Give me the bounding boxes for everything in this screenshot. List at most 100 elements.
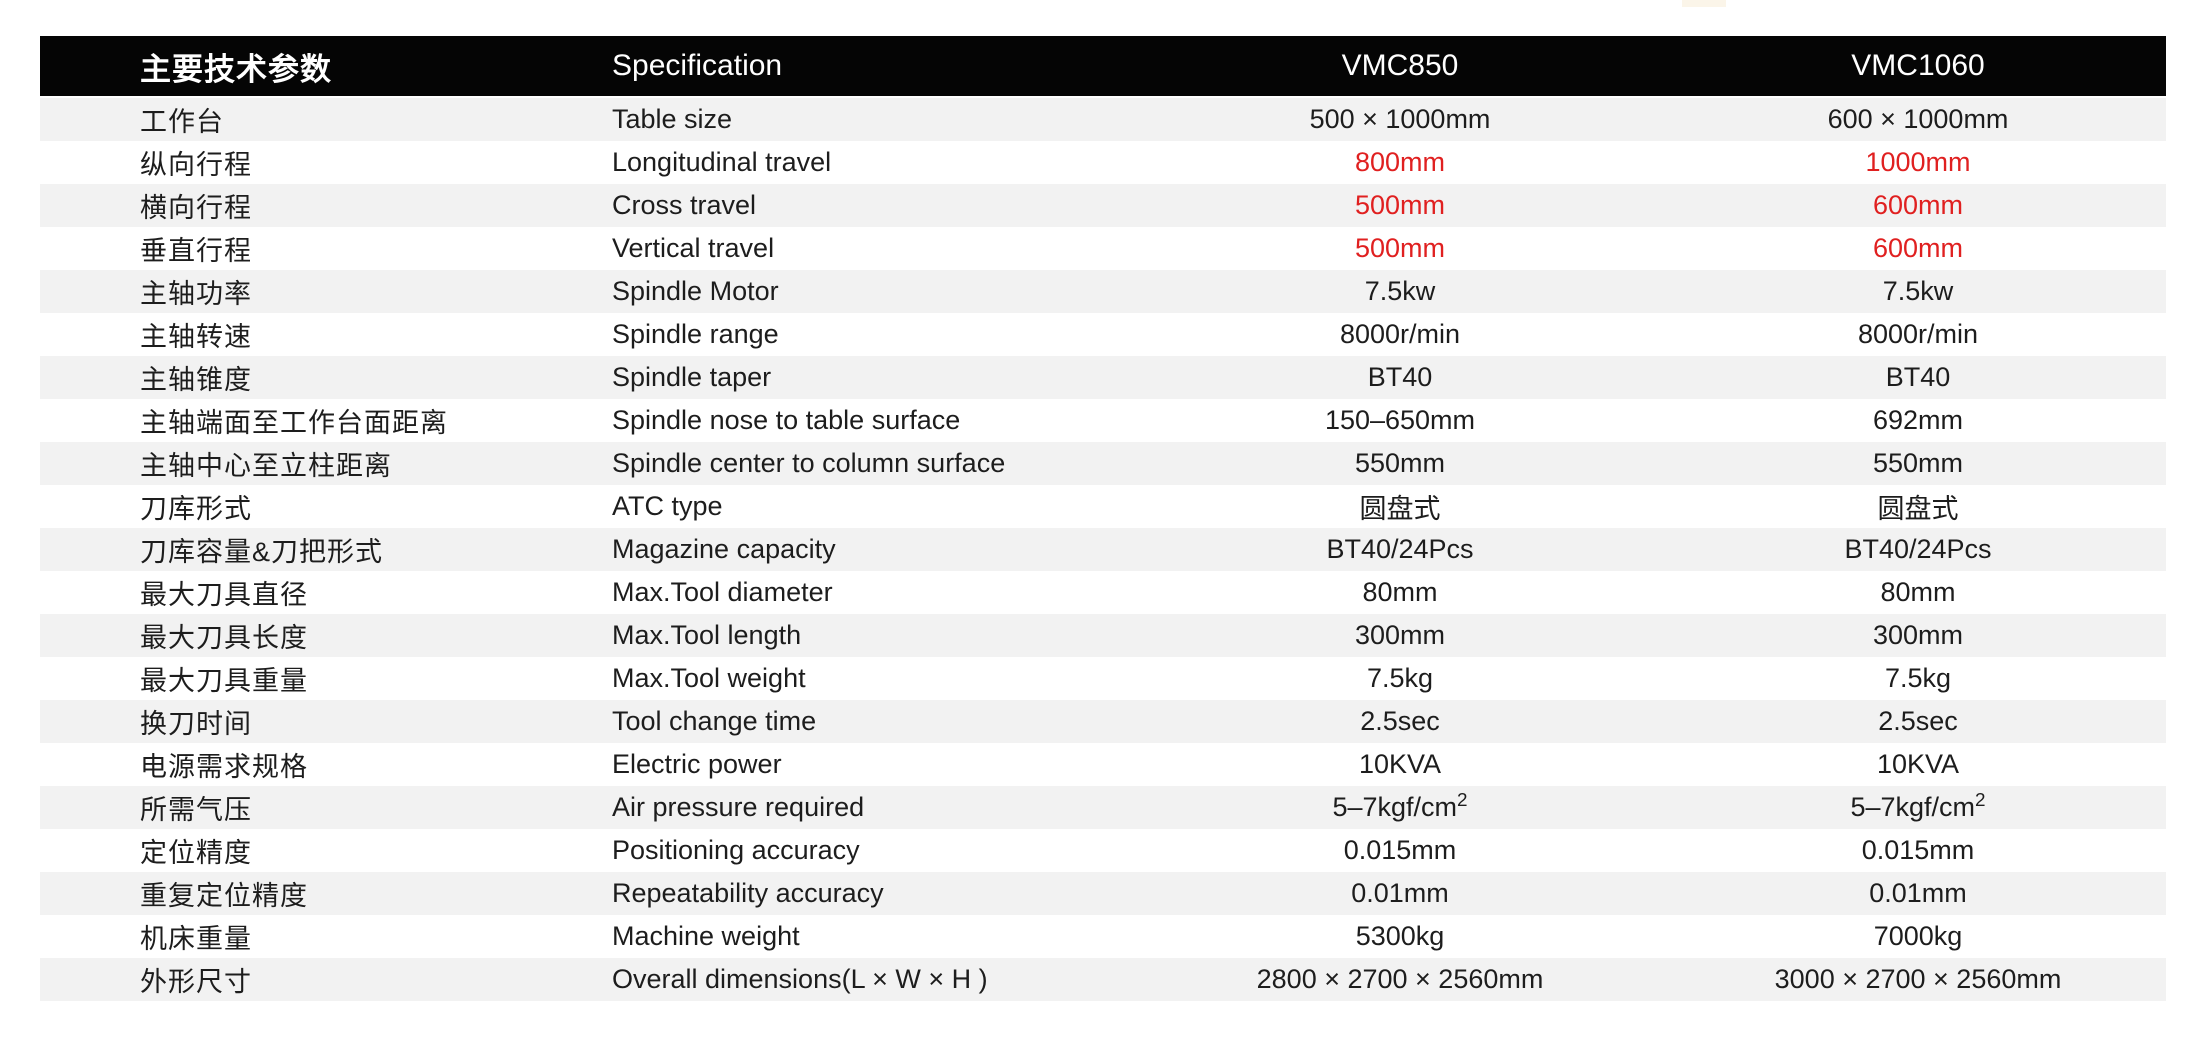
spec-table-body: 工作台 Table size 500 × 1000mm 600 × 1000mm 纵向行…: [40, 97, 2166, 1001]
vmc850-value: 500 × 1000mm: [1309, 104, 1491, 134]
vmc850-value: 150–650mm: [1324, 405, 1476, 435]
vmc850-value: 0.015mm: [1343, 835, 1457, 865]
vmc850-value: 300mm: [1354, 620, 1446, 650]
spec-row: 横向行程 Cross travel 500mm 600mm: [40, 184, 2166, 227]
vmc1060-value: 600 × 1000mm: [1827, 104, 2009, 134]
vmc1060-value: 2.5sec: [1878, 706, 1958, 736]
param-name-en: Spindle Motor: [612, 276, 779, 306]
param-name-cn: 电源需求规格: [140, 752, 308, 782]
vmc1060-value: 1000mm: [1865, 147, 1971, 177]
spec-row: 重复定位精度 Repeatability accuracy 0.01mm 0.01mm: [40, 872, 2166, 915]
param-name-en: Positioning accuracy: [612, 835, 860, 865]
param-name-cn: 重复定位精度: [140, 881, 308, 911]
spec-row: 主轴锥度 Spindle taper BT40 BT40: [40, 356, 2166, 399]
param-name-en: Vertical travel: [612, 233, 775, 263]
param-name-cn: 横向行程: [140, 193, 252, 223]
param-name-en: Spindle taper: [612, 362, 772, 392]
spec-row: 纵向行程 Longitudinal travel 800mm 1000mm: [40, 141, 2166, 184]
header-specification: Specification: [570, 36, 1130, 97]
spec-row: 换刀时间 Tool change time 2.5sec 2.5sec: [40, 700, 2166, 743]
superscript: 2: [1975, 790, 1986, 811]
vmc850-value: 500mm: [1354, 190, 1446, 220]
vmc850-value: 10KVA: [1358, 749, 1442, 779]
spec-row: 刀库容量&刀把形式 Magazine capacity BT40/24Pcs BT40…: [40, 528, 2166, 571]
param-name-cn: 主轴锥度: [140, 365, 252, 395]
top-edge-artifact: [1682, 0, 1726, 7]
spec-row: 最大刀具长度 Max.Tool length 300mm 300mm: [40, 614, 2166, 657]
spec-row: 电源需求规格 Electric power 10KVA 10KVA: [40, 743, 2166, 786]
param-name-en: Spindle range: [612, 319, 779, 349]
param-name-cn: 主轴功率: [140, 279, 252, 309]
vmc850-value: 80mm: [1362, 577, 1438, 607]
param-name-cn: 机床重量: [140, 924, 252, 954]
spec-row: 最大刀具重量 Max.Tool weight 7.5kg 7.5kg: [40, 657, 2166, 700]
vmc1060-value: 5–7kgf/cm2: [1850, 790, 1986, 822]
spec-table-header: 主要技术参数 Specification VMC850 VMC1060: [40, 36, 2166, 97]
spec-row: 外形尺寸 Overall dimensions(L × W × H ) 2800 ×…: [40, 958, 2166, 1001]
param-name-cn: 所需气压: [140, 795, 252, 825]
vmc1060-value: BT40/24Pcs: [1844, 534, 1992, 564]
param-name-cn: 最大刀具长度: [140, 623, 308, 653]
vmc1060-value: 7.5kg: [1884, 663, 1952, 693]
param-name-en: Max.Tool length: [612, 620, 802, 650]
vmc1060-value: 0.01mm: [1869, 878, 1967, 908]
param-name-en: Longitudinal travel: [612, 147, 832, 177]
vmc850-value: 550mm: [1354, 448, 1446, 478]
spec-row: 刀库形式 ATC type 圆盘式 圆盘式: [40, 485, 2166, 528]
param-name-en: Magazine capacity: [612, 534, 836, 564]
vmc1060-value: 550mm: [1872, 448, 1964, 478]
vmc850-value: 800mm: [1354, 147, 1446, 177]
vmc1060-value: 圆盘式: [1877, 494, 1959, 524]
vmc850-value: 0.01mm: [1351, 878, 1449, 908]
vmc850-value: BT40/24Pcs: [1326, 534, 1474, 564]
superscript: 2: [1457, 790, 1468, 811]
vmc850-value: 圆盘式: [1359, 494, 1441, 524]
vmc850-value: 5300kg: [1355, 921, 1445, 951]
param-name-en: Repeatability accuracy: [612, 878, 884, 908]
param-name-en: Spindle nose to table surface: [612, 405, 961, 435]
spec-row: 主轴转速 Spindle range 8000r/min 8000r/min: [40, 313, 2166, 356]
param-name-en: Tool change time: [612, 706, 817, 736]
vmc1060-value: 8000r/min: [1857, 319, 1979, 349]
param-name-en: Spindle center to column surface: [612, 448, 1006, 478]
spec-row: 垂直行程 Vertical travel 500mm 600mm: [40, 227, 2166, 270]
spec-row: 所需气压 Air pressure required 5–7kgf/cm2 5–7kg…: [40, 786, 2166, 829]
header-main-parameters: 主要技术参数: [40, 36, 570, 97]
vmc1060-value: 600mm: [1872, 233, 1964, 263]
vmc1060-value: 80mm: [1880, 577, 1956, 607]
vmc850-value: 2.5sec: [1360, 706, 1440, 736]
param-name-en: Overall dimensions(L × W × H ): [612, 964, 988, 994]
vmc1060-value: 10KVA: [1876, 749, 1960, 779]
param-name-cn: 刀库形式: [140, 494, 252, 524]
param-name-cn: 主轴端面至工作台面距离: [140, 408, 448, 438]
vmc1060-value: BT40: [1885, 362, 1951, 392]
vmc850-value: 8000r/min: [1339, 319, 1461, 349]
vmc1060-value: 0.015mm: [1861, 835, 1975, 865]
param-name-cn: 最大刀具重量: [140, 666, 308, 696]
param-name-en: Air pressure required: [612, 792, 865, 822]
vmc1060-value: 3000 × 2700 × 2560mm: [1774, 964, 2062, 994]
vmc850-value: 2800 × 2700 × 2560mm: [1256, 964, 1544, 994]
param-name-en: Max.Tool diameter: [612, 577, 833, 607]
param-name-cn: 最大刀具直径: [140, 580, 308, 610]
param-name-cn: 垂直行程: [140, 236, 252, 266]
spec-row: 最大刀具直径 Max.Tool diameter 80mm 80mm: [40, 571, 2166, 614]
vmc1060-value: 300mm: [1872, 620, 1964, 650]
spec-row: 主轴功率 Spindle Motor 7.5kw 7.5kw: [40, 270, 2166, 313]
header-vmc1060: VMC1060: [1670, 36, 2166, 97]
param-name-cn: 外形尺寸: [140, 967, 252, 997]
param-name-cn: 刀库容量&刀把形式: [140, 537, 384, 567]
vmc850-value: 500mm: [1354, 233, 1446, 263]
param-name-cn: 纵向行程: [140, 150, 252, 180]
header-vmc850: VMC850: [1130, 36, 1670, 97]
vmc1060-value: 7.5kw: [1882, 276, 1954, 306]
param-name-en: Machine weight: [612, 921, 800, 951]
vmc850-value: 7.5kw: [1364, 276, 1436, 306]
param-name-cn: 主轴中心至立柱距离: [140, 451, 392, 481]
param-name-en: Table size: [612, 104, 733, 134]
spec-row: 主轴中心至立柱距离 Spindle center to column surfac…: [40, 442, 2166, 485]
spec-table: 主要技术参数 Specification VMC850 VMC1060 工作台 T…: [40, 36, 2166, 1001]
vmc1060-value: 7000kg: [1873, 921, 1963, 951]
spec-row: 工作台 Table size 500 × 1000mm 600 × 1000mm: [40, 97, 2166, 141]
